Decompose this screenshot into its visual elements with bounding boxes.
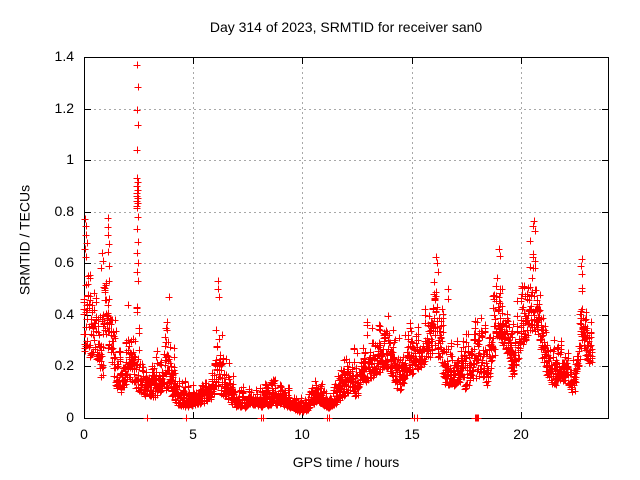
x-axis-label: GPS time / hours [292, 454, 400, 470]
x-tick-label: 10 [294, 426, 310, 442]
plot-border [84, 57, 609, 419]
grid-lines [84, 57, 608, 418]
x-tick-label: 0 [80, 426, 88, 442]
y-tick-label: 1 [66, 151, 74, 167]
y-tick-label: 0.8 [54, 203, 74, 219]
y-tick-label: 0.2 [54, 357, 74, 373]
y-tick-label: 0.4 [54, 306, 74, 322]
x-tick-label: 5 [189, 426, 197, 442]
x-tick-label: 15 [404, 426, 420, 442]
x-tick-label: 20 [513, 426, 529, 442]
y-tick-label: 0.6 [54, 254, 74, 270]
scatter-series-markers [80, 61, 596, 422]
chart-title: Day 314 of 2023, SRMTID for receiver san… [209, 19, 483, 35]
y-axis-label: SRMTID / TECUs [16, 184, 33, 296]
y-tick-label: 1.4 [54, 48, 74, 64]
y-tick-label: 1.2 [54, 100, 74, 116]
y-tick-label: 0 [66, 409, 74, 425]
